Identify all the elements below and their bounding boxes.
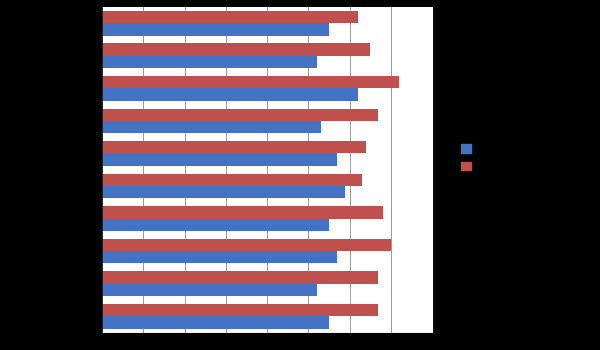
Bar	[102, 153, 337, 166]
Bar	[102, 206, 383, 218]
Bar	[102, 76, 399, 88]
Bar	[102, 121, 320, 133]
Bar	[102, 23, 329, 36]
Bar	[102, 239, 391, 251]
Legend: , : ,	[461, 144, 473, 172]
Bar	[102, 251, 337, 264]
Bar	[102, 186, 346, 198]
Bar	[102, 43, 370, 56]
Bar	[102, 88, 358, 101]
Bar	[102, 271, 379, 284]
Bar	[102, 108, 379, 121]
Bar	[102, 218, 329, 231]
Bar	[102, 304, 379, 316]
Bar	[102, 174, 362, 186]
Bar	[102, 56, 317, 68]
Bar	[102, 11, 358, 23]
Bar	[102, 141, 366, 153]
Bar	[102, 316, 329, 329]
Bar	[102, 284, 317, 296]
